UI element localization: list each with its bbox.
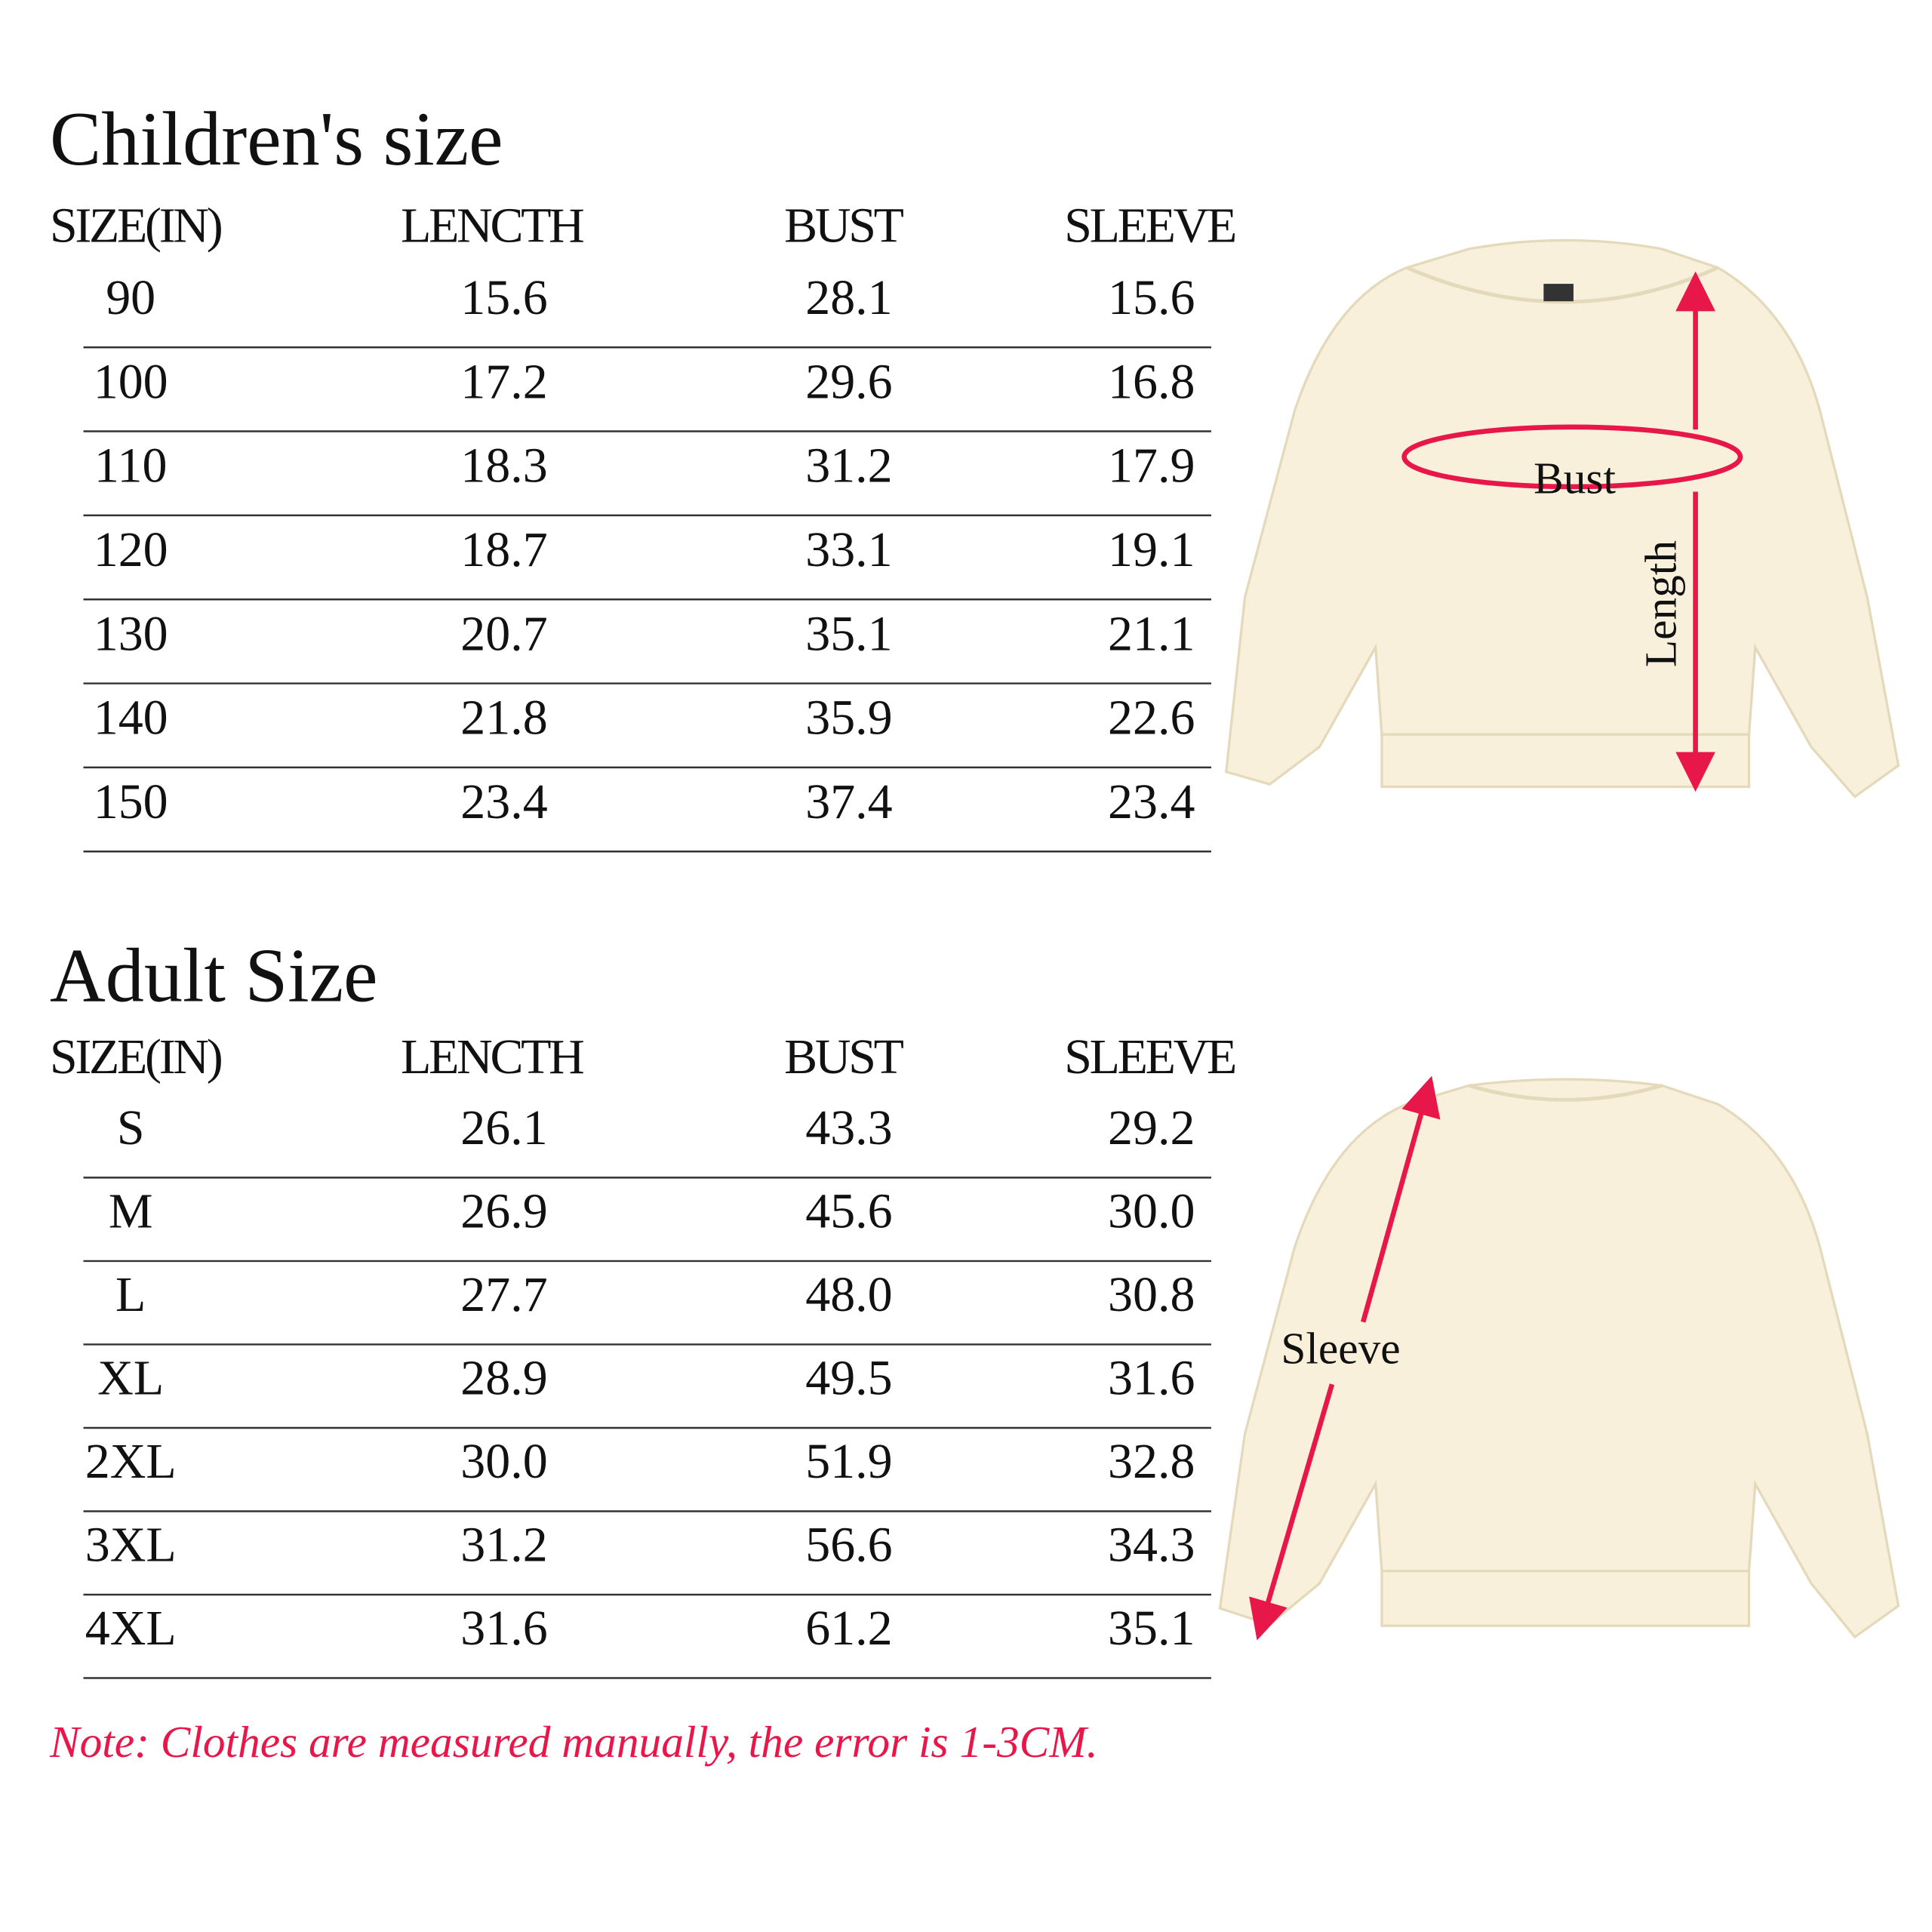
table-cell: 45.6 <box>805 1184 892 1239</box>
table-cell: 26.1 <box>460 1100 547 1155</box>
table-cell: 28.1 <box>805 270 892 325</box>
diagram-label: Length <box>1636 540 1686 667</box>
table-cell: 56.6 <box>805 1518 892 1573</box>
column-header: LENCTH <box>401 1029 583 1084</box>
table-cell: 22.6 <box>1108 691 1195 746</box>
column-header: LENCTH <box>401 198 583 253</box>
section-title: Adult Size <box>50 934 378 1019</box>
table-cell: 51.9 <box>805 1434 892 1489</box>
table-cell: 15.6 <box>1108 270 1195 325</box>
table-cell: 140 <box>94 691 168 746</box>
column-header: BUST <box>784 198 903 253</box>
table-cell: 31.6 <box>460 1601 547 1656</box>
table-cell: 120 <box>94 522 168 577</box>
table-cell: 17.9 <box>1108 438 1195 494</box>
table-cell: 34.3 <box>1108 1518 1195 1573</box>
table-cell: 33.1 <box>805 522 892 577</box>
table-cell: 21.1 <box>1108 606 1195 661</box>
table-cell: S <box>117 1100 145 1155</box>
column-header: SIZE(IN) <box>50 198 222 253</box>
column-header: BUST <box>784 1029 903 1084</box>
table-cell: 150 <box>94 774 168 829</box>
table-cell: 31.6 <box>1108 1351 1195 1406</box>
table-cell: 31.2 <box>460 1518 547 1573</box>
table-cell: 2XL <box>85 1434 177 1489</box>
table-cell: 16.8 <box>1108 354 1195 409</box>
table-cell: 32.8 <box>1108 1434 1195 1489</box>
table-cell: 29.6 <box>805 354 892 409</box>
table-cell: 90 <box>106 270 155 325</box>
table-cell: 19.1 <box>1108 522 1195 577</box>
table-cell: 130 <box>94 606 168 661</box>
table-cell: 18.7 <box>460 522 547 577</box>
table-cell: 30.8 <box>1108 1267 1195 1322</box>
table-cell: 35.1 <box>805 606 892 661</box>
table-cell: M <box>109 1184 153 1239</box>
table-cell: 17.2 <box>460 354 547 409</box>
table-cell: 20.7 <box>460 606 547 661</box>
diagram-label: Bust <box>1534 454 1616 503</box>
table-cell: L <box>115 1267 146 1322</box>
table-cell: 110 <box>94 438 168 494</box>
table-cell: 35.1 <box>1108 1601 1195 1656</box>
note: Note: Clothes are measured manually, the… <box>49 1717 1098 1767</box>
table-cell: 100 <box>94 354 168 409</box>
table-cell: 4XL <box>85 1601 177 1656</box>
front-sweatshirt: Bust Length <box>1224 238 1900 798</box>
table-cell: 18.3 <box>460 438 547 494</box>
table-cell: 15.6 <box>460 270 547 325</box>
table-cell: XL <box>97 1351 164 1406</box>
table-cell: 28.9 <box>460 1351 547 1406</box>
table-cell: 27.7 <box>460 1267 547 1322</box>
table-cell: 23.4 <box>460 774 547 829</box>
table-cell: 31.2 <box>805 438 892 494</box>
table-cell: 43.3 <box>805 1100 892 1155</box>
table-cell: 3XL <box>85 1518 177 1573</box>
diagram-label: Sleeve <box>1281 1324 1400 1374</box>
table-cell: 61.2 <box>805 1601 892 1656</box>
table-cell: 37.4 <box>805 774 892 829</box>
column-header: SIZE(IN) <box>50 1029 222 1084</box>
table-cell: 29.2 <box>1108 1100 1195 1155</box>
column-header: SLEEVE <box>1064 198 1235 253</box>
table-cell: 48.0 <box>805 1267 892 1322</box>
section-title: Children's size <box>50 97 503 182</box>
table-cell: 30.0 <box>460 1434 547 1489</box>
table-cell: 26.9 <box>460 1184 547 1239</box>
table-cell: 23.4 <box>1108 774 1195 829</box>
table-cell: 35.9 <box>805 691 892 746</box>
back-sweatshirt: Sleeve <box>1218 1075 1900 1641</box>
table-cell: 30.0 <box>1108 1184 1195 1239</box>
column-header: SLEEVE <box>1064 1029 1235 1084</box>
table-cell: 49.5 <box>805 1351 892 1406</box>
table-cell: 21.8 <box>460 691 547 746</box>
